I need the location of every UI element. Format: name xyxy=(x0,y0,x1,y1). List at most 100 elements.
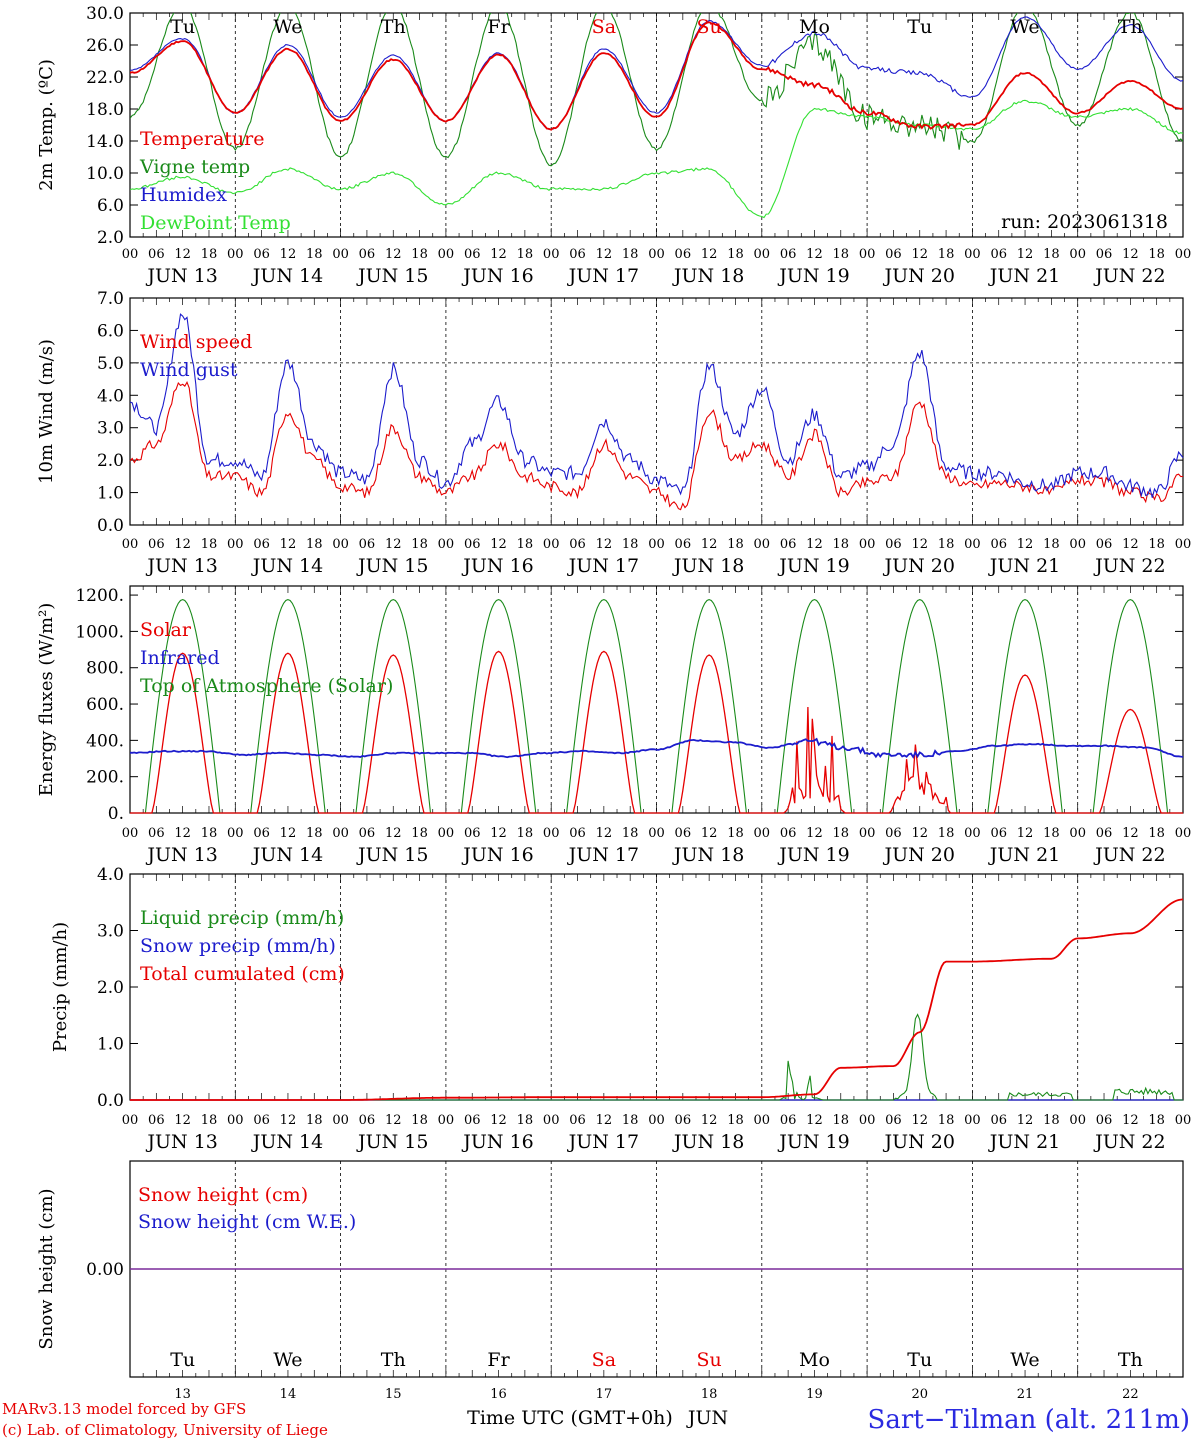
y-tick-label: 6.0 xyxy=(97,196,124,216)
hour-tick-label: 00 xyxy=(1069,247,1086,262)
hour-tick-label: 18 xyxy=(727,247,744,262)
legend-entry: Wind speed xyxy=(140,331,252,353)
series-line-infrared xyxy=(129,737,1184,759)
hour-tick-label: 06 xyxy=(359,826,376,841)
hour-tick-label: 12 xyxy=(701,537,718,552)
day-name: Fr xyxy=(487,16,510,38)
hour-tick-label: 12 xyxy=(490,1113,507,1128)
hour-tick-label: 00 xyxy=(122,537,139,552)
hour-tick-label: 12 xyxy=(596,826,613,841)
day-number: 22 xyxy=(1122,1387,1139,1402)
legend-entry: Snow height (cm W.E.) xyxy=(138,1211,356,1233)
series-line-vigne-temp xyxy=(130,13,1183,167)
day-name: Th xyxy=(1118,16,1143,38)
hour-tick-label: 12 xyxy=(280,826,297,841)
hour-tick-label: 00 xyxy=(543,537,560,552)
hour-tick-label: 18 xyxy=(411,537,428,552)
hour-tick-label: 06 xyxy=(359,537,376,552)
hour-tick-label: 00 xyxy=(648,537,665,552)
hour-tick-label: 06 xyxy=(780,826,797,841)
hour-tick-label: 00 xyxy=(438,826,455,841)
hour-tick-label: 00 xyxy=(964,826,981,841)
hour-tick-label: 18 xyxy=(1148,247,1165,262)
hour-tick-label: 12 xyxy=(385,537,402,552)
y-tick-label: 22.0 xyxy=(86,68,124,88)
hour-tick-label: 18 xyxy=(201,247,218,262)
date-label: JUN 18 xyxy=(672,1131,744,1153)
panel-2 xyxy=(129,297,1184,526)
hour-tick-label: 06 xyxy=(780,247,797,262)
date-label: JUN 14 xyxy=(251,1131,323,1153)
hour-tick-label: 18 xyxy=(517,826,534,841)
hour-tick-label: 00 xyxy=(332,247,349,262)
day-name: Su xyxy=(697,1349,722,1371)
hour-tick-label: 06 xyxy=(885,826,902,841)
hour-tick-label: 06 xyxy=(359,1113,376,1128)
y-axis-label: 2m Temp. (ºC) xyxy=(36,59,57,191)
hour-tick-label: 18 xyxy=(1043,826,1060,841)
hour-tick-label: 18 xyxy=(833,247,850,262)
y-tick-label: 800. xyxy=(86,659,124,679)
hour-tick-label: 00 xyxy=(859,537,876,552)
y-tick-label: 2.0 xyxy=(97,228,124,248)
day-number: 20 xyxy=(911,1387,928,1402)
hour-tick-label: 06 xyxy=(990,247,1007,262)
date-label: JUN 15 xyxy=(356,1131,428,1153)
day-name: Mo xyxy=(799,1349,830,1371)
hour-tick-label: 00 xyxy=(754,247,771,262)
hour-tick-label: 12 xyxy=(701,826,718,841)
day-name: Tu xyxy=(170,1349,195,1371)
date-label: JUN 18 xyxy=(672,265,744,287)
hour-tick-label: 12 xyxy=(701,247,718,262)
date-label: JUN 17 xyxy=(567,265,639,287)
hour-tick-label: 18 xyxy=(938,537,955,552)
x-axis-month: JUN xyxy=(686,1407,728,1429)
date-label: JUN 15 xyxy=(356,555,428,577)
hour-tick-label: 12 xyxy=(1122,537,1139,552)
hour-tick-label: 06 xyxy=(569,247,586,262)
hour-tick-label: 06 xyxy=(780,1113,797,1128)
hour-tick-label: 06 xyxy=(148,537,165,552)
y-tick-label: 200. xyxy=(86,768,124,788)
hour-tick-label: 06 xyxy=(885,1113,902,1128)
y-tick-label: 30.0 xyxy=(86,4,124,24)
day-name: Sa xyxy=(592,1349,616,1371)
day-name: Tu xyxy=(907,16,932,38)
day-number: 18 xyxy=(701,1387,718,1402)
hour-tick-label: 18 xyxy=(201,826,218,841)
day-number: 13 xyxy=(174,1387,191,1402)
hour-tick-label: 18 xyxy=(306,1113,323,1128)
hour-tick-label: 00 xyxy=(648,247,665,262)
date-label: JUN 22 xyxy=(1093,844,1165,866)
day-number: 19 xyxy=(806,1387,823,1402)
hour-tick-label: 12 xyxy=(385,1113,402,1128)
day-name: Sa xyxy=(592,16,616,38)
date-label: JUN 16 xyxy=(461,1131,533,1153)
hour-tick-label: 00 xyxy=(438,247,455,262)
hour-tick-label: 18 xyxy=(622,247,639,262)
date-label: JUN 13 xyxy=(145,265,217,287)
hour-tick-label: 18 xyxy=(1043,537,1060,552)
y-axis-label: Precip (mm/h) xyxy=(50,922,71,1052)
hour-tick-label: 00 xyxy=(438,1113,455,1128)
hour-tick-label: 06 xyxy=(253,1113,270,1128)
hour-tick-label: 18 xyxy=(1148,826,1165,841)
day-number: 15 xyxy=(385,1387,402,1402)
date-label: JUN 20 xyxy=(883,555,955,577)
hour-tick-label: 12 xyxy=(701,1113,718,1128)
y-tick-label: 26.0 xyxy=(86,36,124,56)
hour-tick-label: 06 xyxy=(569,537,586,552)
y-axis-label: 10m Wind (m/s) xyxy=(36,339,57,484)
hour-tick-label: 12 xyxy=(1017,826,1034,841)
day-name: Tu xyxy=(907,1349,932,1371)
hour-tick-label: 06 xyxy=(148,1113,165,1128)
series-line-solar xyxy=(130,650,1183,814)
footer-lab: (c) Lab. of Climatology, University of L… xyxy=(2,1421,328,1439)
hour-tick-label: 12 xyxy=(911,826,928,841)
hour-tick-label: 12 xyxy=(1017,537,1034,552)
legend-entry: Infrared xyxy=(140,647,220,669)
y-tick-label: 1000. xyxy=(75,622,124,642)
hour-tick-label: 12 xyxy=(596,537,613,552)
hour-tick-label: 00 xyxy=(754,537,771,552)
hour-tick-label: 18 xyxy=(727,1113,744,1128)
